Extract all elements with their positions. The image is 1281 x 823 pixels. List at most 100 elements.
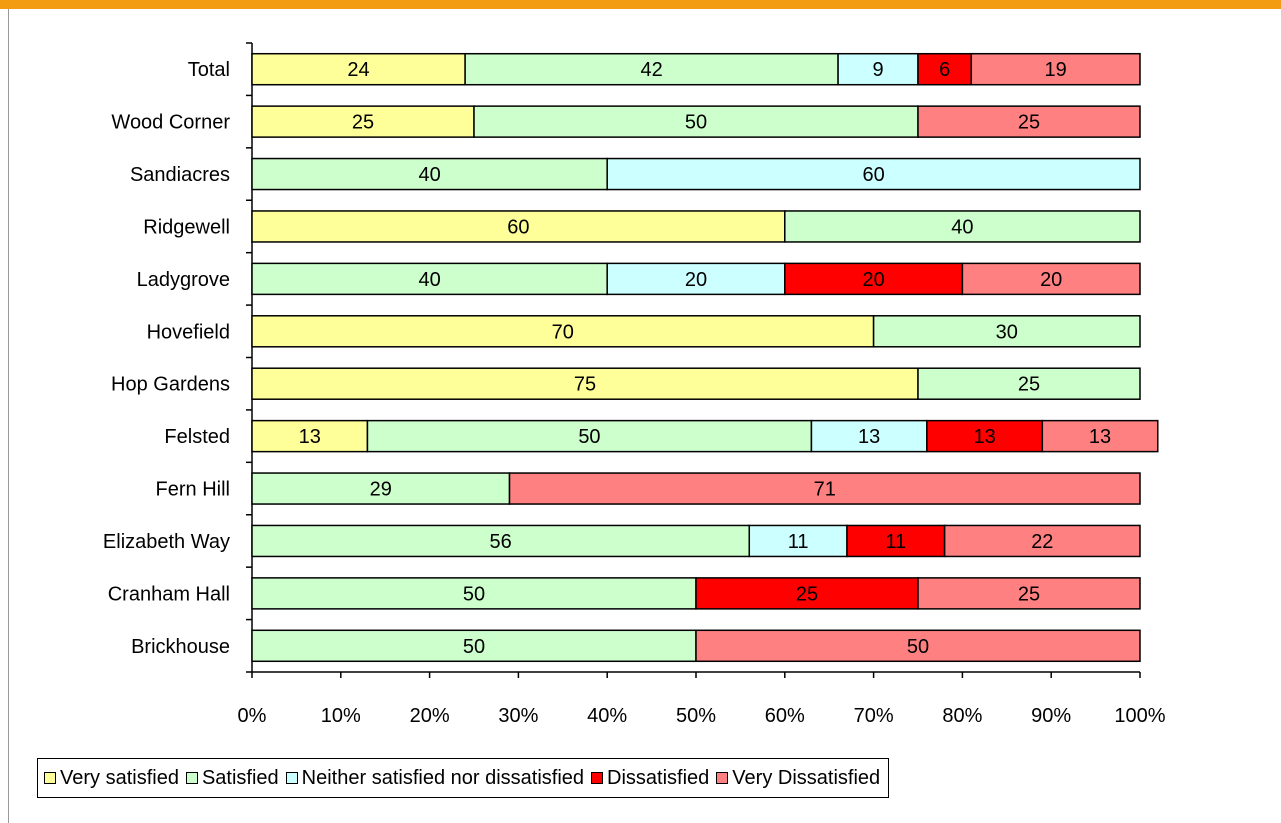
data-label: 42	[640, 59, 662, 81]
data-label: 13	[858, 426, 880, 448]
legend-item: Neither satisfied nor dissatisfied	[285, 766, 585, 790]
data-label: 30	[996, 321, 1018, 343]
bar-segment	[810, 419, 928, 453]
x-tick-label: 80%	[942, 705, 982, 727]
bar-segment	[943, 524, 1141, 558]
data-label: 22	[1031, 531, 1053, 553]
legend-swatch	[591, 772, 604, 784]
data-label: 25	[1018, 374, 1040, 396]
data-label: 19	[1045, 59, 1067, 81]
data-label: 50	[463, 636, 485, 658]
bar-segment	[961, 262, 1141, 296]
bar-segment	[846, 524, 946, 558]
data-label: 6	[939, 59, 950, 81]
legend-label: Neither satisfied nor dissatisfied	[301, 766, 585, 789]
category-label: Ridgewell	[143, 216, 230, 238]
bar-segment	[917, 52, 973, 86]
data-label: 25	[1018, 583, 1040, 605]
x-tick-label: 70%	[854, 705, 894, 727]
x-tick-label: 20%	[410, 705, 450, 727]
data-label: 56	[490, 531, 512, 553]
bar-segment	[606, 157, 1141, 191]
bar-segment	[251, 210, 786, 243]
x-tick-label: 10%	[321, 705, 361, 727]
bar-segment	[917, 367, 1141, 400]
category-label: Elizabeth Way	[103, 531, 230, 553]
legend-item: Very satisfied	[44, 767, 179, 790]
category-label: Wood Corner	[111, 112, 230, 134]
bar-segment	[926, 419, 1044, 453]
x-tick-label: 30%	[498, 705, 538, 727]
data-label: 50	[907, 636, 929, 658]
bar-segment	[784, 262, 964, 296]
data-label: 13	[1089, 426, 1111, 448]
data-label: 25	[352, 112, 374, 134]
x-tick-label: 100%	[1114, 705, 1165, 727]
data-label: 11	[788, 531, 809, 553]
bar-segment	[464, 52, 839, 86]
data-label: 71	[814, 479, 836, 501]
category-label: Hovefield	[147, 321, 230, 343]
data-label: 25	[796, 583, 818, 605]
data-label: 24	[347, 59, 369, 81]
data-label: 13	[299, 426, 321, 448]
bar-segment	[748, 524, 848, 558]
legend-label: Satisfied	[201, 766, 279, 789]
category-label: Total	[188, 59, 230, 81]
x-tick-label: 90%	[1031, 705, 1071, 727]
data-label: 70	[552, 321, 574, 343]
legend-swatch	[716, 772, 729, 784]
left-frame-rule	[8, 9, 9, 823]
bar-segment	[695, 629, 1141, 663]
data-label: 9	[872, 59, 883, 81]
bar-segment	[970, 52, 1141, 86]
category-label: Cranham Hall	[108, 583, 230, 605]
data-label: 29	[370, 479, 392, 501]
data-label: 11	[885, 531, 906, 553]
legend-label: Dissatisfied	[607, 766, 710, 789]
data-label: 13	[973, 426, 995, 448]
legend-item: Very Dissatisfied	[716, 767, 880, 790]
data-label: 50	[463, 583, 485, 605]
bar-segment	[251, 367, 919, 400]
category-label: Brickhouse	[131, 636, 230, 658]
bar-segment	[366, 419, 813, 453]
category-label: Sandiacres	[130, 164, 230, 186]
bar-segment	[695, 577, 919, 610]
legend-label: Very Dissatisfied	[732, 766, 881, 789]
bar-segment	[784, 210, 1141, 243]
data-label: 20	[685, 269, 707, 291]
bar-segment	[251, 419, 369, 453]
bar-segment	[251, 105, 475, 138]
stacked-bar-chart: 0% 10% 20% 30% 40% 50% 60% 70% 80% 90% 100% Total 24…	[103, 42, 1166, 727]
bar-segment	[917, 105, 1141, 138]
category-label: Felsted	[164, 426, 230, 448]
data-label: 60	[862, 164, 884, 186]
data-label: 50	[685, 112, 707, 134]
bar-segment	[1041, 419, 1159, 453]
bar-segment	[917, 577, 1141, 610]
bar-segment	[251, 262, 608, 296]
data-label: 75	[574, 374, 596, 396]
data-label: 60	[507, 216, 529, 238]
category-label: Fern Hill	[156, 479, 230, 501]
accent-top-bar	[0, 0, 1281, 9]
category-label: Hop Gardens	[111, 374, 230, 396]
bar-segment	[872, 315, 1141, 348]
x-tick-label: 60%	[765, 705, 805, 727]
data-label: 40	[418, 164, 440, 186]
bar-segment	[508, 472, 1141, 505]
data-label: 20	[862, 269, 884, 291]
legend-item: Satisfied	[185, 766, 279, 790]
data-label: 25	[1018, 112, 1040, 134]
x-tick-label: 0%	[238, 705, 267, 727]
chart-legend: Very satisfied Satisfied Neither satisfied…	[37, 758, 890, 798]
data-label: 50	[578, 426, 600, 448]
data-label: 40	[418, 269, 440, 291]
data-label: 40	[951, 216, 973, 238]
data-label: 20	[1040, 269, 1062, 291]
bar-segment	[251, 315, 875, 348]
bar-segment	[606, 262, 786, 296]
x-tick-label: 50%	[676, 705, 716, 727]
legend-item: Dissatisfied	[591, 767, 709, 790]
